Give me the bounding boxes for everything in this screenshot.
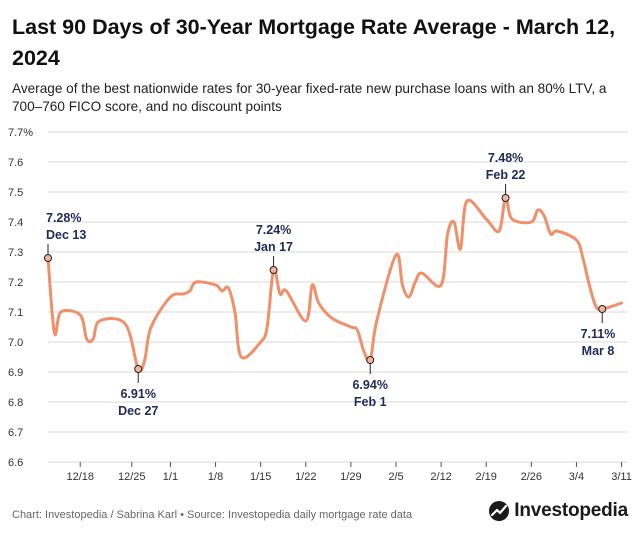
x-tick-label: 12/25 — [118, 471, 146, 483]
y-tick-label: 7.4 — [8, 217, 23, 229]
annotation-point — [134, 365, 143, 373]
x-tick-label: 1/29 — [340, 471, 361, 483]
annotation-rate: 7.11% — [581, 327, 616, 341]
annotation: 6.91% Dec 27 — [118, 365, 158, 418]
annotation: 7.48% Feb 22 — [486, 151, 526, 202]
y-tick-label: 6.9 — [8, 367, 23, 379]
x-tick-label: 2/26 — [521, 471, 542, 483]
y-tick-label: 7.0 — [8, 337, 23, 349]
chart-credit: Chart: Investopedia / Sabrina Karl • Sou… — [12, 509, 413, 521]
y-tick-label: 6.6 — [8, 457, 23, 469]
annotation-date: Jan 17 — [254, 240, 293, 254]
annotation-rate: 7.28% — [46, 211, 81, 225]
x-tick-label: 2/12 — [430, 471, 451, 483]
logo-wordmark: Investopedia — [514, 500, 628, 521]
chart-subtitle: Average of the best nationwide rates for… — [12, 81, 607, 114]
y-tick-label: 7.3 — [8, 247, 23, 259]
x-tick-label: 1/1 — [163, 471, 178, 483]
annotation-rate: 7.48% — [488, 151, 523, 165]
x-tick-label: 3/4 — [569, 471, 584, 483]
annotation-point — [501, 194, 510, 202]
investopedia-logo-icon — [489, 501, 510, 521]
investopedia-logo: Investopedia — [488, 500, 628, 522]
y-axis-ticks: 6.6 6.7 6.8 6.9 7.0 7.1 7.2 7.3 7.4 7.5 7.6 7.7% — [8, 127, 33, 469]
x-tick-label: 2/19 — [476, 471, 497, 483]
x-tick-label: 2/5 — [388, 471, 403, 483]
y-tick-label: 6.7 — [8, 427, 23, 439]
series-line-layer — [46, 196, 624, 373]
annotation: 7.28% Dec 13 — [44, 211, 86, 262]
y-tick-label: 7.7% — [8, 127, 33, 139]
annotation-date: Feb 22 — [486, 168, 526, 182]
y-tick-label: 7.6 — [8, 157, 23, 169]
y-tick-label: 6.8 — [8, 397, 23, 409]
annotation-date: Dec 27 — [118, 404, 158, 418]
y-tick-label: 7.1 — [8, 307, 23, 319]
y-tick-label: 7.2 — [8, 277, 23, 289]
x-tick-label: 1/8 — [208, 471, 223, 483]
annotation-rate: 6.91% — [120, 387, 155, 401]
x-tick-label: 3/11 — [611, 471, 632, 483]
annotation: 6.94% Feb 1 — [352, 356, 388, 409]
annotation-date: Dec 13 — [46, 228, 86, 242]
annotations: 7.28% Dec 13 6.91% Dec 27 7.24% Jan 17 6.94% Fe… — [44, 151, 616, 418]
annotation-rate: 6.94% — [352, 378, 387, 392]
annotation-point — [598, 305, 607, 313]
x-tick-label: 12/18 — [66, 471, 94, 483]
annotation-date: Feb 1 — [354, 395, 387, 409]
x-tick-label: 1/22 — [295, 471, 316, 483]
series-line — [46, 196, 624, 373]
x-tick-label: 1/15 — [250, 471, 271, 483]
annotation-rate: 7.24% — [256, 223, 291, 237]
annotation: 7.11% Mar 8 — [581, 305, 616, 358]
annotation-point — [269, 266, 278, 274]
annotation-date: Mar 8 — [582, 344, 615, 358]
mortgage-rate-line-chart: 6.6 6.7 6.8 6.9 7.0 7.1 7.2 7.3 7.4 7.5 7.6 7.7% 12… — [8, 127, 632, 483]
y-tick-label: 7.5 — [8, 187, 23, 199]
annotation-point — [366, 356, 375, 364]
x-axis-ticks: 12/18 12/25 1/1 1/8 1/15 1/22 1/29 2/5 2/12 2/19 2… — [66, 462, 632, 483]
chart-title: Last 90 Days of 30-Year Mortgage Rate Av… — [12, 15, 616, 70]
annotation: 7.24% Jan 17 — [254, 223, 293, 274]
annotation-point — [44, 254, 52, 262]
